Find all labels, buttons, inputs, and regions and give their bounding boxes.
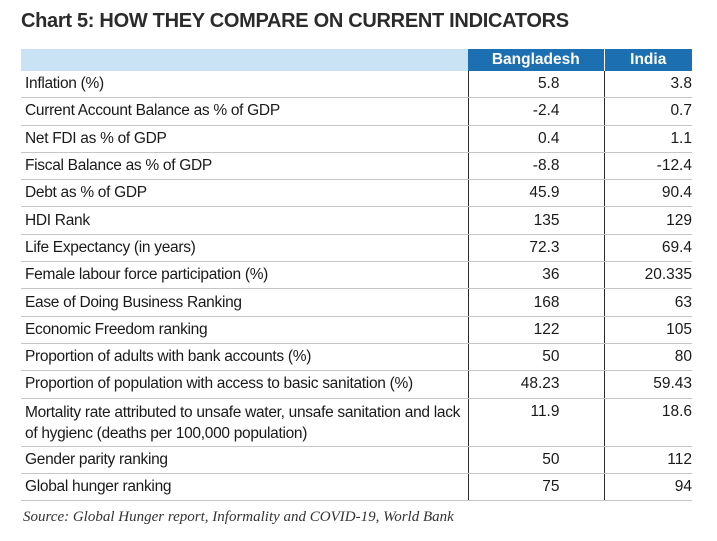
header-india: India xyxy=(604,49,692,71)
indicator-label: Inflation (%) xyxy=(21,71,469,99)
indicator-label: Net FDI as % of GDP xyxy=(21,125,469,153)
indicator-label: Mortality rate attributed to unsafe wate… xyxy=(21,398,469,447)
table-row: Fiscal Balance as % of GDP -8.8 -12.4 xyxy=(21,152,692,181)
india-value: 112 xyxy=(604,446,692,474)
bangladesh-value: 48.23 xyxy=(468,370,605,399)
india-value: 20.335 xyxy=(604,261,692,290)
indicator-label: Proportion of population with access to … xyxy=(21,370,469,399)
india-value: 0.7 xyxy=(604,97,692,126)
bangladesh-value: -2.4 xyxy=(468,97,605,126)
bangladesh-value: -8.8 xyxy=(468,152,605,181)
indicator-label: Economic Freedom ranking xyxy=(21,316,469,344)
indicator-label: Global hunger ranking xyxy=(21,473,469,502)
table-row: Life Expectancy (in years) 72.3 69.4 xyxy=(21,234,692,263)
india-value: 1.1 xyxy=(604,125,692,153)
india-value: -12.4 xyxy=(604,152,692,181)
table-row: Inflation (%) 5.8 3.8 xyxy=(21,71,692,99)
india-value: 90.4 xyxy=(604,179,692,208)
table-row: HDI Rank 135 129 xyxy=(21,206,692,235)
indicator-label: Current Account Balance as % of GDP xyxy=(21,97,469,126)
chart-title: Chart 5: HOW THEY COMPARE ON CURRENT IND… xyxy=(21,10,569,32)
indicator-label: Gender parity ranking xyxy=(21,446,469,474)
bangladesh-value: 5.8 xyxy=(468,71,605,99)
table-row: Proportion of population with access to … xyxy=(21,370,692,399)
india-value: 3.8 xyxy=(604,71,692,99)
table-row: Ease of Doing Business Ranking 168 63 xyxy=(21,288,692,317)
bangladesh-value: 50 xyxy=(468,343,605,372)
bangladesh-value: 11.9 xyxy=(468,398,605,447)
india-value: 69.4 xyxy=(604,234,692,263)
india-value: 63 xyxy=(604,288,692,317)
bangladesh-value: 168 xyxy=(468,288,605,317)
indicators-table: Bangladesh India Inflation (%) 5.8 3.8 Curr… xyxy=(21,49,692,502)
india-value: 105 xyxy=(604,316,692,344)
india-value: 80 xyxy=(604,343,692,372)
table-row: Proportion of adults with bank accounts … xyxy=(21,343,692,372)
india-value: 18.6 xyxy=(604,398,692,447)
table-row: Gender parity ranking 50 112 xyxy=(21,446,692,474)
india-value: 94 xyxy=(604,473,692,502)
table-row: Economic Freedom ranking 122 105 xyxy=(21,316,692,344)
indicator-label: Ease of Doing Business Ranking xyxy=(21,288,469,317)
bangladesh-value: 36 xyxy=(468,261,605,290)
header-bangladesh: Bangladesh xyxy=(468,49,605,71)
india-value: 59.43 xyxy=(604,370,692,399)
india-value: 129 xyxy=(604,206,692,235)
table-row: Current Account Balance as % of GDP -2.4 0… xyxy=(21,97,692,126)
header-blank-cell xyxy=(21,49,468,71)
bangladesh-value: 75 xyxy=(468,473,605,502)
table-row: Debt as % of GDP 45.9 90.4 xyxy=(21,179,692,208)
bangladesh-value: 0.4 xyxy=(468,125,605,153)
bangladesh-value: 50 xyxy=(468,446,605,474)
source-note: Source: Global Hunger report, Informalit… xyxy=(23,509,454,525)
indicator-label: Fiscal Balance as % of GDP xyxy=(21,152,469,181)
bangladesh-value: 122 xyxy=(468,316,605,344)
indicator-label: HDI Rank xyxy=(21,206,469,235)
bangladesh-value: 135 xyxy=(468,206,605,235)
bangladesh-value: 72.3 xyxy=(468,234,605,263)
table-header-row: Bangladesh India xyxy=(21,49,692,71)
table-body: Inflation (%) 5.8 3.8 Current Account Balan… xyxy=(21,71,692,502)
bangladesh-value: 45.9 xyxy=(468,179,605,208)
table-row: Female labour force participation (%) 36 2… xyxy=(21,261,692,290)
indicator-label: Proportion of adults with bank accounts … xyxy=(21,343,469,372)
indicator-label: Debt as % of GDP xyxy=(21,179,469,208)
indicator-label: Female labour force participation (%) xyxy=(21,261,469,290)
table-row: Net FDI as % of GDP 0.4 1.1 xyxy=(21,125,692,153)
table-row: Global hunger ranking 75 94 xyxy=(21,473,692,502)
indicator-label: Life Expectancy (in years) xyxy=(21,234,469,263)
table-row: Mortality rate attributed to unsafe wate… xyxy=(21,398,692,447)
